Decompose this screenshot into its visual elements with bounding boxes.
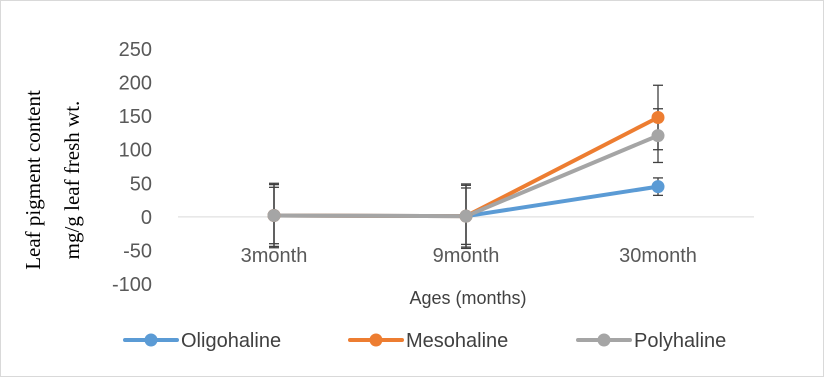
y-axis-ticks: -100 -50 0 50 100 150 200 250 — [112, 39, 152, 296]
legend-item-oligohaline: Oligohaline — [123, 330, 281, 352]
data-point-mesohaline — [651, 110, 665, 124]
y-axis-title-line-2: mg/g leaf fresh wt. — [60, 101, 84, 260]
legend-marker — [369, 333, 383, 347]
x-axis-ticks: 3month 9month 30month — [241, 245, 697, 267]
legend-label: Oligohaline — [181, 330, 281, 352]
x-tick-label: 9month — [433, 245, 500, 267]
legend: Oligohaline Mesohaline Polyhaline — [123, 330, 726, 352]
legend-label: Polyhaline — [634, 330, 726, 352]
data-point-oligohaline — [651, 180, 665, 194]
data-point-polyhaline — [651, 129, 665, 143]
error-bars — [269, 84, 663, 250]
y-tick-label: 100 — [119, 140, 152, 162]
y-tick-label: 0 — [141, 207, 152, 229]
y-tick-label: 50 — [130, 173, 152, 195]
y-tick-label: 250 — [119, 39, 152, 61]
series-points — [267, 110, 665, 223]
x-axis-title: Ages (months) — [409, 288, 526, 308]
x-tick-label: 30month — [619, 245, 697, 267]
legend-item-mesohaline: Mesohaline — [348, 330, 508, 352]
y-tick-label: -50 — [123, 240, 152, 262]
y-tick-label: -100 — [112, 274, 152, 296]
data-point-polyhaline — [459, 209, 473, 223]
data-point-polyhaline — [267, 209, 281, 223]
legend-item-polyhaline: Polyhaline — [576, 330, 726, 352]
y-tick-label: 200 — [119, 73, 152, 95]
legend-marker — [144, 333, 158, 347]
y-tick-label: 150 — [119, 106, 152, 128]
y-axis-title: Leaf pigment content mg/g leaf fresh wt. — [21, 90, 84, 270]
legend-label: Mesohaline — [406, 330, 508, 352]
y-axis-title-line-1: Leaf pigment content — [21, 90, 45, 270]
x-tick-label: 3month — [241, 245, 308, 267]
legend-marker — [597, 333, 611, 347]
